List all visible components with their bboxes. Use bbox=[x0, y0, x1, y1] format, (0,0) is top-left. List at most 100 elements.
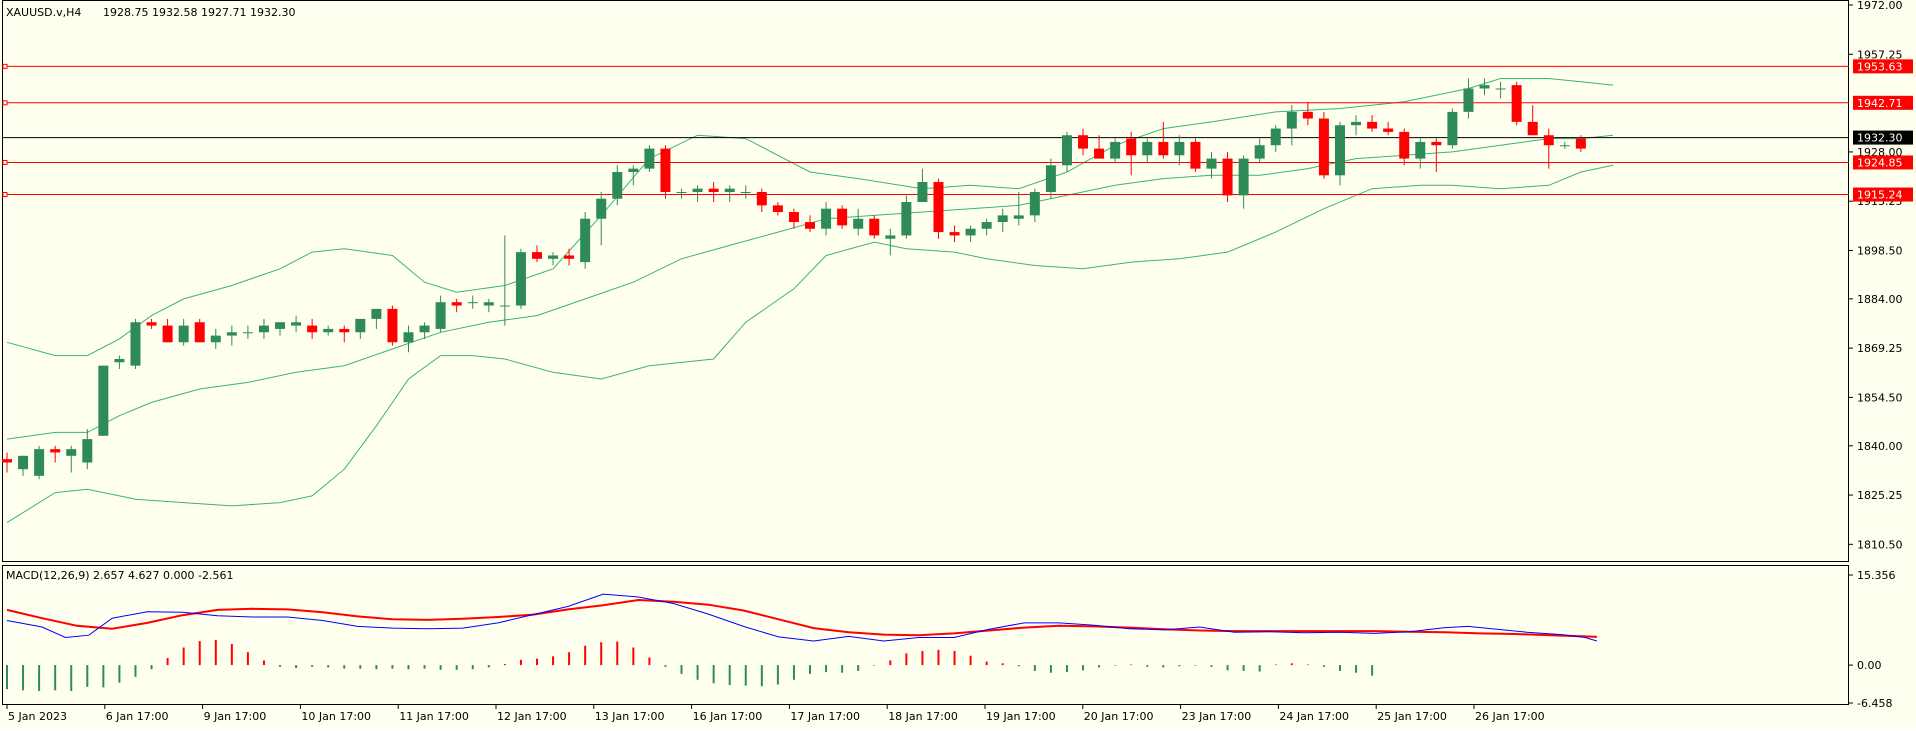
band-upper-line bbox=[6, 78, 1614, 357]
candle-bear bbox=[339, 328, 350, 333]
level-handle bbox=[2, 100, 8, 106]
candle-bear bbox=[1431, 141, 1442, 146]
price-tick-label: 1854.50 bbox=[1857, 391, 1903, 404]
time-tick-label: 26 Jan 17:00 bbox=[1475, 710, 1545, 723]
candle-bull bbox=[1463, 88, 1474, 112]
time-tick-label: 13 Jan 17:00 bbox=[595, 710, 665, 723]
candle-bear bbox=[1511, 85, 1522, 122]
candle-bull bbox=[275, 322, 286, 329]
candle-bull bbox=[483, 302, 494, 306]
candle-bull bbox=[917, 181, 928, 203]
level-tag-label: 1924.85 bbox=[1857, 156, 1903, 169]
macd-tick-label: 0.00 bbox=[1857, 659, 1882, 672]
candle-bear bbox=[949, 232, 960, 236]
price-tick-label: 1972.00 bbox=[1857, 0, 1903, 12]
macd-signal-line bbox=[6, 598, 1597, 638]
candle-bear bbox=[837, 208, 848, 226]
time-tick-label: 20 Jan 17:00 bbox=[1084, 710, 1154, 723]
price-tick-label: 1884.00 bbox=[1857, 293, 1903, 306]
candle-bull bbox=[515, 252, 526, 306]
candle-bull bbox=[965, 228, 976, 236]
candle-bull bbox=[644, 148, 655, 169]
level-tag bbox=[1853, 187, 1913, 202]
candle-bull bbox=[1270, 128, 1281, 146]
candle-bull bbox=[114, 358, 125, 363]
candle-bull bbox=[885, 235, 896, 239]
candle-bear bbox=[531, 252, 542, 259]
time-tick-label: 25 Jan 17:00 bbox=[1377, 710, 1447, 723]
level-handle bbox=[2, 63, 8, 69]
candle-bear bbox=[1302, 111, 1313, 119]
candle-bull bbox=[1061, 135, 1072, 166]
macd-axis: 15.356 0.00 -6.458 bbox=[1849, 569, 1896, 710]
macd-main-line bbox=[6, 593, 1598, 642]
time-tick-label: 10 Jan 17:00 bbox=[301, 710, 371, 723]
candle-bull bbox=[499, 305, 510, 307]
candle-bull bbox=[981, 222, 992, 229]
horizontal-levels[interactable] bbox=[2, 63, 1849, 198]
time-tick-label: 19 Jan 17:00 bbox=[986, 710, 1056, 723]
time-axis[interactable]: 5 Jan 2023 6 Jan 17:00 9 Jan 17:00 10 Jan 1… bbox=[6, 704, 1545, 723]
candle-bull bbox=[34, 449, 45, 476]
band-lower-line bbox=[6, 164, 1614, 524]
candle-bear bbox=[788, 212, 799, 223]
candle-bear bbox=[1575, 138, 1586, 149]
candle-bear bbox=[805, 222, 815, 229]
time-tick-label: 12 Jan 17:00 bbox=[497, 710, 567, 723]
candle-bull bbox=[1495, 88, 1506, 90]
candle-bull bbox=[740, 192, 751, 194]
candle-bear bbox=[1078, 135, 1089, 149]
main-pane bbox=[2, 0, 1849, 562]
candle-bear bbox=[50, 449, 61, 453]
chart-header-symbol: XAUUSD.v,H4 bbox=[6, 6, 81, 19]
candle-bear bbox=[194, 322, 205, 343]
candle-bull bbox=[1254, 145, 1265, 159]
candle-bear bbox=[451, 302, 462, 306]
time-tick-label: 17 Jan 17:00 bbox=[790, 710, 860, 723]
candle-bear bbox=[708, 188, 719, 193]
candle-bull bbox=[1238, 158, 1249, 196]
candle-bull bbox=[210, 335, 221, 343]
candle-bear bbox=[772, 205, 783, 213]
candle-bull bbox=[467, 302, 478, 304]
candle-bull bbox=[724, 188, 735, 193]
candle-bull bbox=[821, 208, 832, 229]
time-tick-label: 18 Jan 17:00 bbox=[888, 710, 958, 723]
candle-bear bbox=[756, 192, 767, 206]
current-price-tag bbox=[1853, 130, 1913, 145]
candle-bull bbox=[1142, 141, 1153, 156]
candle-bull bbox=[435, 302, 446, 329]
candle-bull bbox=[1334, 125, 1345, 176]
level-tag bbox=[1853, 59, 1913, 74]
candle-bear bbox=[387, 308, 398, 343]
candle-bear bbox=[660, 148, 671, 193]
macd-header-label: MACD(12,26,9) 2.657 4.627 0.000 -2.561 bbox=[6, 569, 233, 582]
time-tick-label: 6 Jan 17:00 bbox=[106, 710, 169, 723]
time-tick-label: 11 Jan 17:00 bbox=[399, 710, 469, 723]
candle-bull bbox=[1045, 165, 1056, 193]
candle-bull bbox=[1351, 121, 1362, 126]
time-tick-label: 9 Jan 17:00 bbox=[204, 710, 267, 723]
time-tick-label: 24 Jan 17:00 bbox=[1279, 710, 1349, 723]
level-tag bbox=[1853, 155, 1913, 170]
price-tags: 1953.63 1942.71 1924.85 1915.24 1932.30 bbox=[1853, 59, 1913, 202]
time-tick-label: 16 Jan 17:00 bbox=[693, 710, 763, 723]
price-tick-label: 1840.00 bbox=[1857, 440, 1903, 453]
candle-bull bbox=[580, 218, 591, 263]
candle-bear bbox=[1318, 118, 1329, 176]
chart-header-ohlc: 1928.75 1932.58 1927.71 1932.30 bbox=[103, 6, 295, 19]
macd-pane bbox=[2, 565, 1849, 705]
bollinger-bands bbox=[6, 78, 1614, 524]
candle-bear bbox=[1126, 138, 1137, 156]
level-handle bbox=[2, 192, 8, 198]
price-axis[interactable]: 1972.001957.251928.001913.251898.501884.… bbox=[1849, 0, 1903, 551]
candle-bull bbox=[355, 318, 366, 333]
candle-bull bbox=[1286, 111, 1297, 129]
time-tick-label: 5 Jan 2023 bbox=[8, 710, 67, 723]
candle-bull bbox=[178, 325, 189, 343]
level-tag-label: 1942.71 bbox=[1857, 97, 1903, 110]
candle-bear bbox=[1367, 121, 1378, 129]
level-handle bbox=[2, 159, 8, 165]
